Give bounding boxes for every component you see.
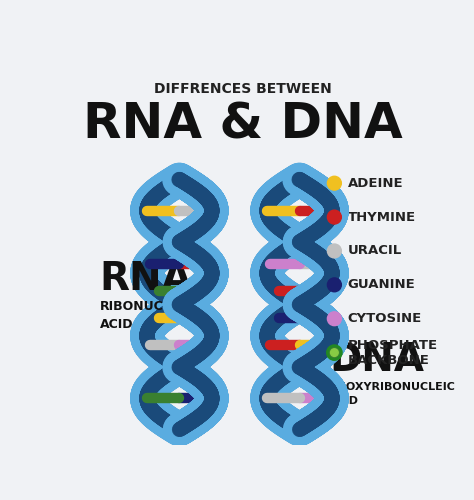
Circle shape: [328, 278, 341, 292]
Circle shape: [328, 244, 341, 258]
Text: RNA: RNA: [100, 260, 192, 298]
Circle shape: [328, 210, 341, 224]
Text: THYMINE: THYMINE: [347, 210, 416, 224]
Text: ADEINE: ADEINE: [347, 176, 403, 190]
Text: PHOSPHATE
BACKBONE: PHOSPHATE BACKBONE: [347, 338, 438, 366]
Text: DNA: DNA: [329, 342, 424, 380]
Text: RNA & DNA: RNA & DNA: [83, 100, 403, 148]
Circle shape: [328, 346, 341, 360]
Circle shape: [328, 312, 341, 326]
Text: DEOXYRIBONUCLEIC
ACID: DEOXYRIBONUCLEIC ACID: [329, 382, 455, 406]
Text: RIBONUCLEIC
ACID: RIBONUCLEIC ACID: [100, 300, 193, 331]
Text: DIFFRENCES BETWEEN: DIFFRENCES BETWEEN: [154, 82, 332, 96]
Circle shape: [328, 176, 341, 190]
Text: CYTOSINE: CYTOSINE: [347, 312, 422, 325]
Text: URACIL: URACIL: [347, 244, 402, 258]
Text: GUANINE: GUANINE: [347, 278, 415, 291]
Circle shape: [330, 349, 338, 356]
